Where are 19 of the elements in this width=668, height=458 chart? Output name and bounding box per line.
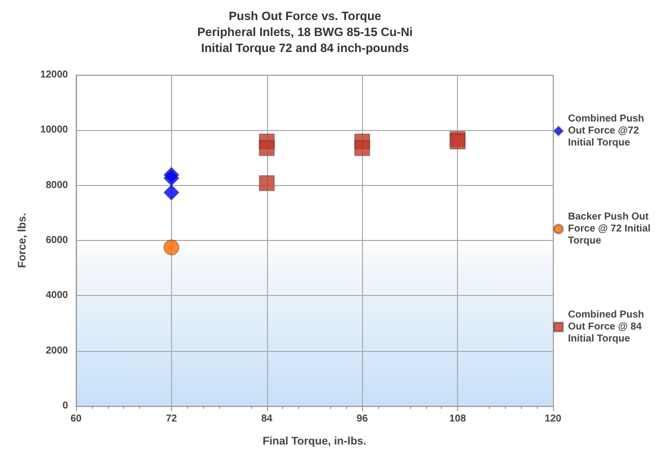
x-tick-label: 60: [70, 414, 82, 424]
y-tick-label: 4000: [46, 290, 68, 302]
y-tick-label: 10000: [40, 124, 68, 136]
x-tick-label: 120: [544, 414, 562, 424]
legend-label: Combined Push Out Force @ 84 Initial Torque: [568, 310, 647, 344]
y-tick-label: 0: [62, 400, 68, 412]
x-tick-label: 108: [449, 414, 466, 424]
x-tick-label: 84: [261, 414, 273, 424]
x-tick-label: 72: [166, 414, 178, 424]
chart-title: Push Out Force vs. Torque Peripheral Inlets, 18 BWG 85-15 Cu-Ni Initial Torque 72 and 84 inch-pounds: [197, 9, 413, 55]
x-tick-label: 96: [356, 414, 368, 424]
legend-label: Combined Push Out Force @72 Initial Torque: [568, 114, 647, 148]
y-tick-label: 2000: [46, 345, 68, 356]
y-tick-label: 8000: [46, 180, 68, 191]
y-tick-label: 6000: [46, 235, 68, 246]
legend-label: Backer Push Out Force @ 72 Initial Torque: [568, 212, 654, 246]
y-axis-title: Force, lbs.: [16, 212, 28, 268]
y-tick-label: 12000: [40, 70, 68, 80]
x-axis-title: Final Torque, in-lbs.: [262, 436, 366, 448]
